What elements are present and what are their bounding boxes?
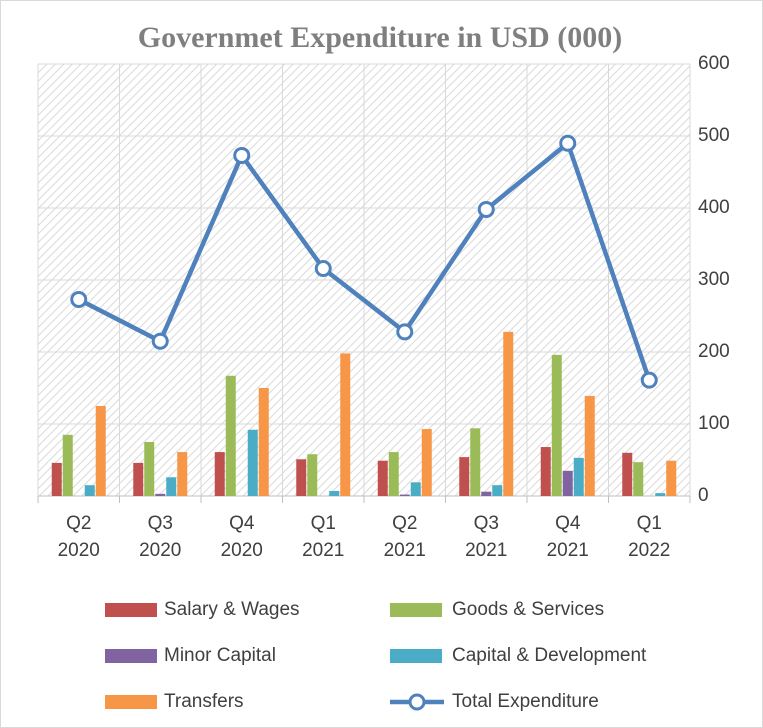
bar <box>562 470 573 496</box>
bar <box>377 460 388 496</box>
x-tick-label: Q2 2020 <box>57 513 100 561</box>
x-tick-label: Q4 2021 <box>546 513 589 561</box>
bar <box>622 452 633 496</box>
legend-label: Minor Capital <box>164 645 276 666</box>
x-tick-label: Q1 2021 <box>302 513 345 561</box>
bar <box>144 442 155 496</box>
legend-swatch-marker <box>408 693 426 711</box>
x-tick-label: Q2 2021 <box>383 513 426 561</box>
line-marker <box>640 371 658 389</box>
line <box>77 140 652 381</box>
bar <box>296 459 307 496</box>
bar <box>399 494 410 496</box>
legend-label: Goods & Services <box>452 599 604 620</box>
legend-label: Capital & Development <box>452 645 647 666</box>
bar <box>247 429 258 496</box>
bar <box>666 460 677 496</box>
line-marker <box>70 290 88 308</box>
bar <box>166 477 177 496</box>
bar <box>503 331 514 496</box>
legend-swatch <box>105 649 157 663</box>
line-marker <box>314 259 332 277</box>
x-tick-label: Q3 2021 <box>465 513 508 561</box>
legend-swatch <box>390 603 442 617</box>
bar <box>329 490 340 496</box>
bar <box>459 457 470 496</box>
bar <box>492 485 503 496</box>
legend-label: Transfers <box>164 691 244 712</box>
y-tick-label: 300 <box>698 269 730 290</box>
y-tick-label: 600 <box>698 53 730 74</box>
bar <box>655 493 666 496</box>
bar <box>177 452 188 496</box>
chart-title: Governmet Expenditure in USD (000) <box>138 21 622 54</box>
bar <box>307 454 318 496</box>
bar <box>51 462 62 496</box>
x-tick-label: Q3 2020 <box>139 513 182 561</box>
bar <box>584 395 595 496</box>
bar <box>62 434 73 496</box>
bar <box>421 429 432 496</box>
line-marker <box>233 146 251 164</box>
bar <box>540 447 551 496</box>
legend-label: Total Expenditure <box>452 691 599 712</box>
bar <box>470 428 481 496</box>
y-tick-label: 0 <box>698 485 709 506</box>
bar <box>551 354 562 496</box>
line-marker <box>396 323 414 341</box>
x-tick-label: Q1 2022 <box>628 513 671 561</box>
bar <box>225 375 236 496</box>
bar <box>214 452 225 496</box>
bar <box>84 485 95 496</box>
bar <box>573 457 584 496</box>
line-marker <box>151 332 169 350</box>
y-tick-label: 500 <box>698 125 730 146</box>
bar <box>388 452 399 496</box>
legend-swatch <box>105 695 157 709</box>
bar <box>258 388 269 496</box>
line-marker <box>477 200 495 218</box>
y-tick-label: 100 <box>698 413 730 434</box>
legend-swatch <box>105 603 157 617</box>
y-tick-label: 400 <box>698 197 730 218</box>
bar <box>340 353 351 496</box>
bar <box>633 462 644 496</box>
line-marker <box>559 134 577 152</box>
legend-label: Salary & Wages <box>164 599 300 620</box>
y-tick-label: 200 <box>698 341 730 362</box>
bar <box>410 482 421 496</box>
bar <box>133 462 144 496</box>
legend-swatch <box>390 649 442 663</box>
bar <box>481 491 492 496</box>
bar <box>95 406 106 496</box>
bar <box>155 493 166 496</box>
x-tick-label: Q4 2020 <box>220 513 263 561</box>
